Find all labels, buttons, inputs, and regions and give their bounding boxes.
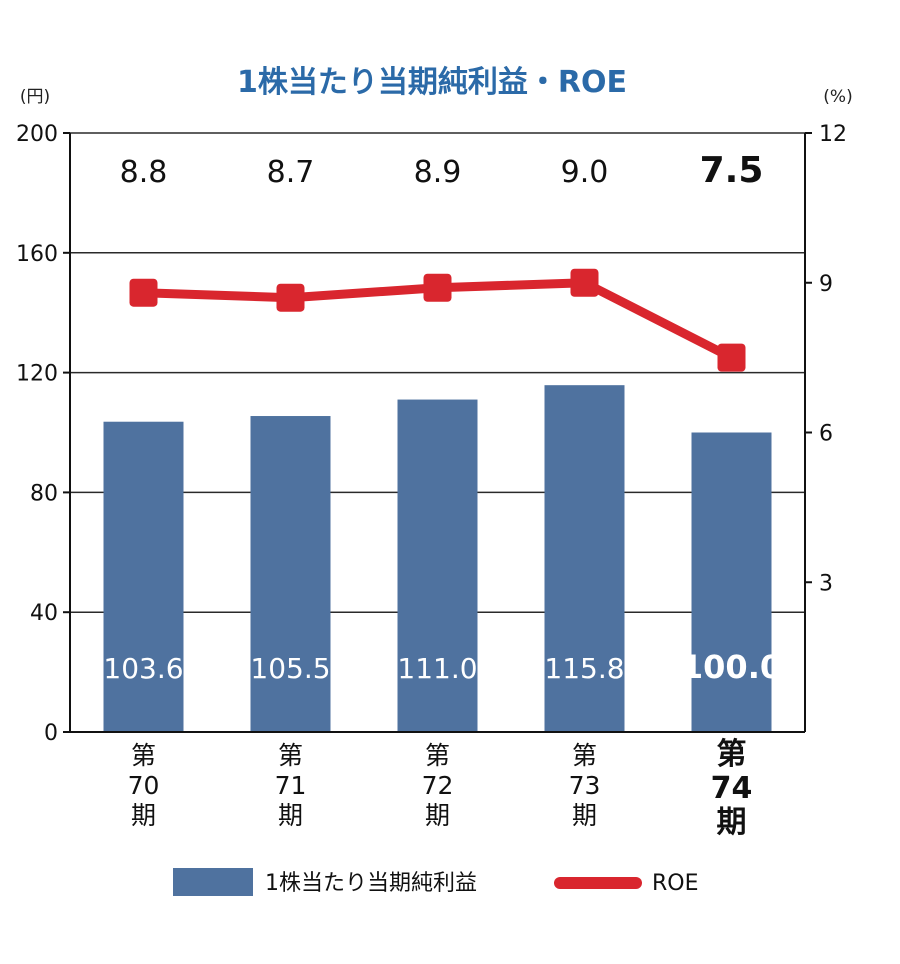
- category-label: 第: [425, 741, 450, 770]
- roe-value-label: 9.0: [561, 155, 609, 190]
- roe-line-series: [129, 268, 746, 372]
- category-label: 第: [278, 741, 303, 770]
- left-tick-label: 160: [16, 242, 58, 267]
- legend-label-roe: ROE: [652, 871, 699, 896]
- category-label: 第: [717, 737, 747, 772]
- roe-value-label: 8.9: [414, 155, 462, 190]
- left-tick-label: 40: [30, 601, 58, 626]
- category-label: 期: [425, 801, 450, 830]
- roe-point-marker: [423, 273, 452, 302]
- left-tick-label: 0: [44, 721, 58, 746]
- legend: 1株当たり当期純利益 ROE: [173, 868, 699, 896]
- category-label: 第: [572, 741, 597, 770]
- left-tick-label: 120: [16, 362, 58, 387]
- eps-value-label: 115.8: [544, 652, 624, 685]
- right-tick-label: 6: [819, 422, 833, 447]
- category-label: 74: [711, 771, 753, 806]
- legend-swatch-eps: [173, 868, 253, 896]
- category-label: 71: [275, 771, 307, 800]
- category-label: 73: [569, 771, 601, 800]
- roe-value-label: 7.5: [700, 150, 764, 191]
- category-label: 期: [278, 801, 303, 830]
- roe-value-label: 8.7: [267, 155, 315, 190]
- category-label: 期: [131, 801, 156, 830]
- bar-series: [103, 385, 772, 732]
- right-tick-label: 9: [819, 272, 833, 297]
- right-tick-label: 3: [819, 571, 833, 596]
- category-label: 期: [717, 805, 747, 840]
- eps-value-label: 100.0: [681, 648, 782, 686]
- eps-value-label: 105.5: [250, 652, 330, 685]
- eps-bar: [103, 421, 184, 732]
- data-labels: 103.6 105.5 111.0 115.8 100.0 8.8 8.7 8.9 9.0 7.5: [103, 150, 782, 686]
- axes: [63, 132, 812, 733]
- category-label: 72: [422, 771, 454, 800]
- legend-label-eps: 1株当たり当期純利益: [265, 871, 477, 896]
- roe-point-marker: [570, 268, 599, 297]
- eps-bar: [544, 385, 625, 732]
- right-axis-unit: (%): [823, 87, 852, 107]
- left-axis-unit: (円): [20, 87, 50, 107]
- tick-labels: 200 160 120 80 40 0 12 9 6 3: [16, 122, 847, 746]
- left-tick-label: 200: [16, 122, 58, 147]
- eps-value-label: 103.6: [103, 652, 183, 685]
- eps-value-label: 111.0: [397, 652, 477, 685]
- roe-point-marker: [276, 283, 305, 312]
- right-tick-label: 12: [819, 122, 847, 147]
- category-label: 70: [128, 771, 160, 800]
- chart-title: 1株当たり当期純利益・ROE: [237, 65, 627, 100]
- eps-bar: [250, 416, 331, 732]
- roe-value-label: 8.8: [120, 155, 168, 190]
- eps-bar: [691, 432, 772, 732]
- category-label: 期: [572, 801, 597, 830]
- roe-point-marker: [717, 343, 746, 372]
- eps-bar: [397, 399, 478, 732]
- roe-point-marker: [129, 278, 158, 307]
- left-tick-label: 80: [30, 481, 58, 506]
- category-label: 第: [131, 741, 156, 770]
